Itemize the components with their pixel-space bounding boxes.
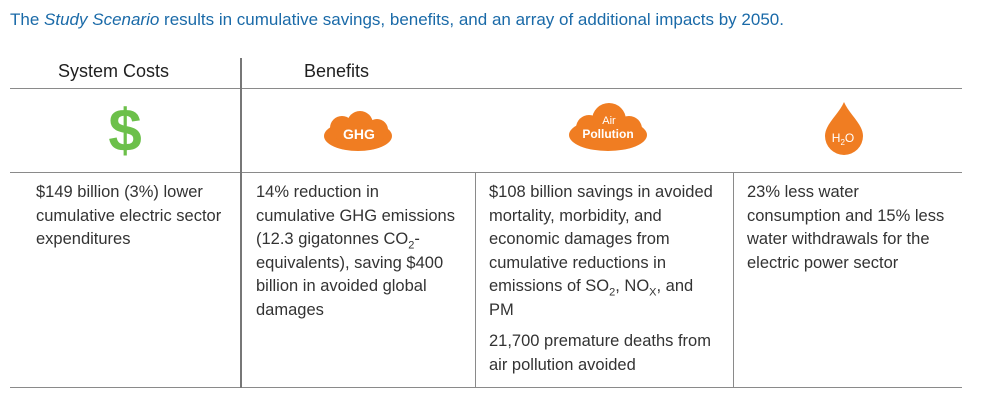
air-text-part3: , and PM: [489, 277, 694, 319]
costs-benefits-divider: [240, 58, 242, 388]
page-title: The Study Scenario results in cumulative…: [10, 10, 784, 30]
ghg-text-part1: 14% reduction in cumulative GHG emission…: [256, 183, 455, 248]
column-divider-2: [733, 172, 734, 388]
title-emphasis: Study Scenario: [44, 10, 160, 29]
air-cell: $108 billion savings in avoided mortalit…: [489, 181, 721, 377]
h2o-h: H: [832, 131, 841, 145]
air-text-part2: , NO: [615, 277, 650, 295]
air-so2-sub: 2: [609, 286, 616, 299]
air-label: Air: [602, 115, 616, 127]
air-pollution-cloud-icon: Air Pollution: [569, 103, 647, 151]
water-text: 23% less water consumption and 15% less …: [747, 183, 945, 272]
h2o-sub: 2: [840, 138, 845, 147]
costs-text: $149 billion (3%) lower cumulative elect…: [36, 183, 222, 248]
ghg-text-part2: -equivalents), saving $400 billion in av…: [256, 230, 444, 319]
dollar-icon: $: [108, 97, 141, 162]
air-deaths-text: 21,700 premature deaths from air polluti…: [489, 332, 711, 374]
column-divider-1: [475, 172, 476, 388]
ghg-label: GHG: [343, 126, 375, 142]
air-text-part1: $108 billion savings in avoided mortalit…: [489, 183, 713, 295]
bottom-rule: [10, 387, 962, 388]
ghg-cell: 14% reduction in cumulative GHG emission…: [256, 181, 461, 322]
costs-cell: $149 billion (3%) lower cumulative elect…: [36, 181, 238, 252]
header-rule: [10, 88, 962, 89]
air-text: $108 billion savings in avoided mortalit…: [489, 181, 721, 322]
h2o-label: H2O: [832, 131, 854, 147]
water-drop-icon: H2O: [825, 102, 863, 155]
h2o-o: O: [845, 131, 854, 145]
icon-row-rule: [10, 172, 962, 173]
ghg-co2-sub: 2: [408, 239, 415, 252]
ghg-cloud-icon: GHG: [324, 111, 392, 151]
water-cell: 23% less water consumption and 15% less …: [747, 181, 952, 275]
title-suffix: results in cumulative savings, benefits,…: [159, 10, 784, 29]
dollar-glyph: $: [108, 97, 141, 162]
ghg-text: 14% reduction in cumulative GHG emission…: [256, 181, 461, 322]
air-nox-sub: X: [649, 286, 657, 299]
benefits-header: Benefits: [304, 61, 370, 81]
pollution-label: Pollution: [582, 127, 633, 141]
system-costs-header: System Costs: [58, 61, 170, 81]
title-prefix: The: [10, 10, 45, 29]
